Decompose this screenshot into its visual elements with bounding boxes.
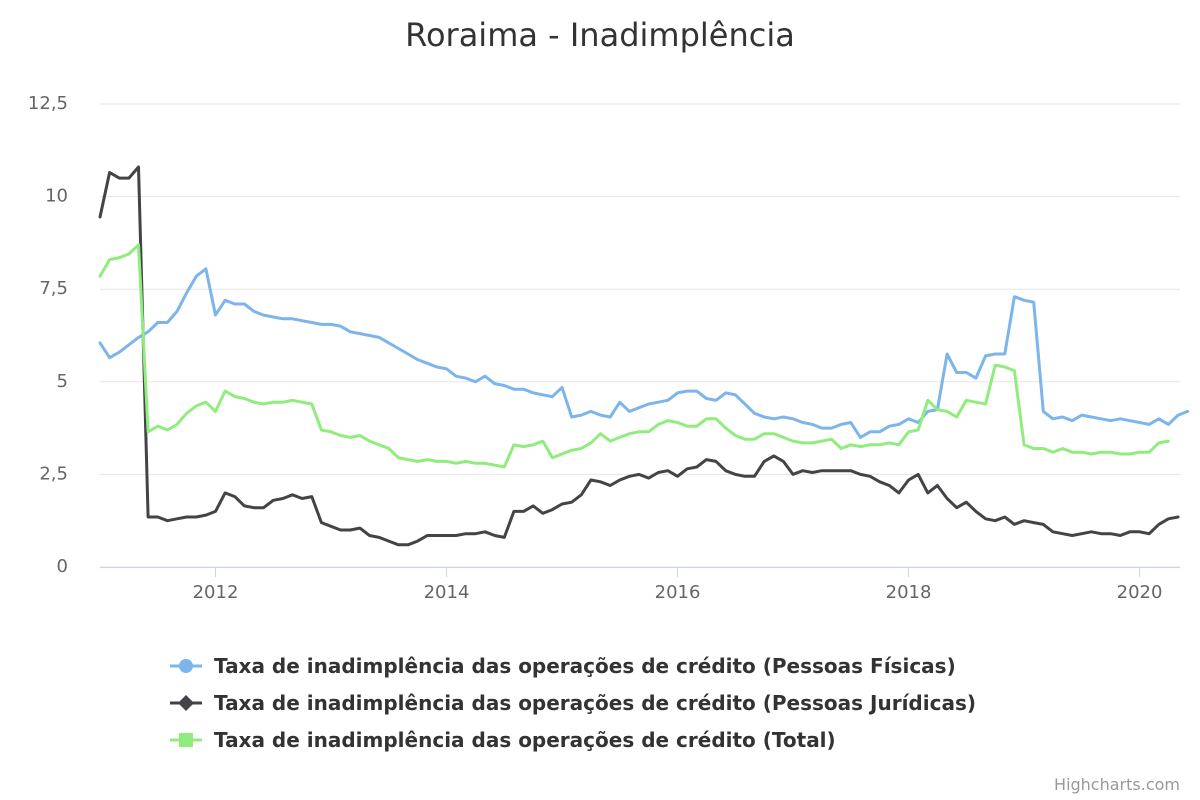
legend-label: Taxa de inadimplência das operações de c… [214,728,836,752]
x-tick-label: 2014 [424,582,470,603]
legend-marker-diamond [178,695,194,711]
chart-title: Roraima - Inadimplência [405,16,795,54]
series-line-3 [98,243,1170,469]
series-line-2 [98,165,1180,547]
x-axis: 2012 2014 2016 2018 2020 [100,567,1180,603]
x-tick-label: 2016 [655,582,701,603]
credits-link[interactable]: Highcharts.com [1054,775,1180,794]
legend-label: Taxa de inadimplência das operações de c… [214,691,976,715]
legend: Taxa de inadimplência das operações de c… [170,654,976,752]
plot-area [98,165,1190,547]
y-tick-label: 12,5 [28,93,68,114]
y-tick-label: 10 [45,186,68,207]
y-tick-label: 2,5 [39,463,68,484]
x-tick-label: 2020 [1117,582,1163,603]
series-line-1 [98,267,1190,439]
x-tick-label: 2018 [886,582,932,603]
y-tick-label: 5 [57,371,68,392]
legend-marker-square [179,733,193,747]
y-axis: 0 2,5 5 7,5 10 12,5 [28,93,68,577]
gridlines [100,103,1180,568]
x-tick-label: 2012 [193,582,239,603]
legend-label: Taxa de inadimplência das operações de c… [214,654,956,678]
legend-marker-circle [179,659,193,673]
y-tick-label: 0 [57,556,68,577]
y-tick-label: 7,5 [39,278,68,299]
